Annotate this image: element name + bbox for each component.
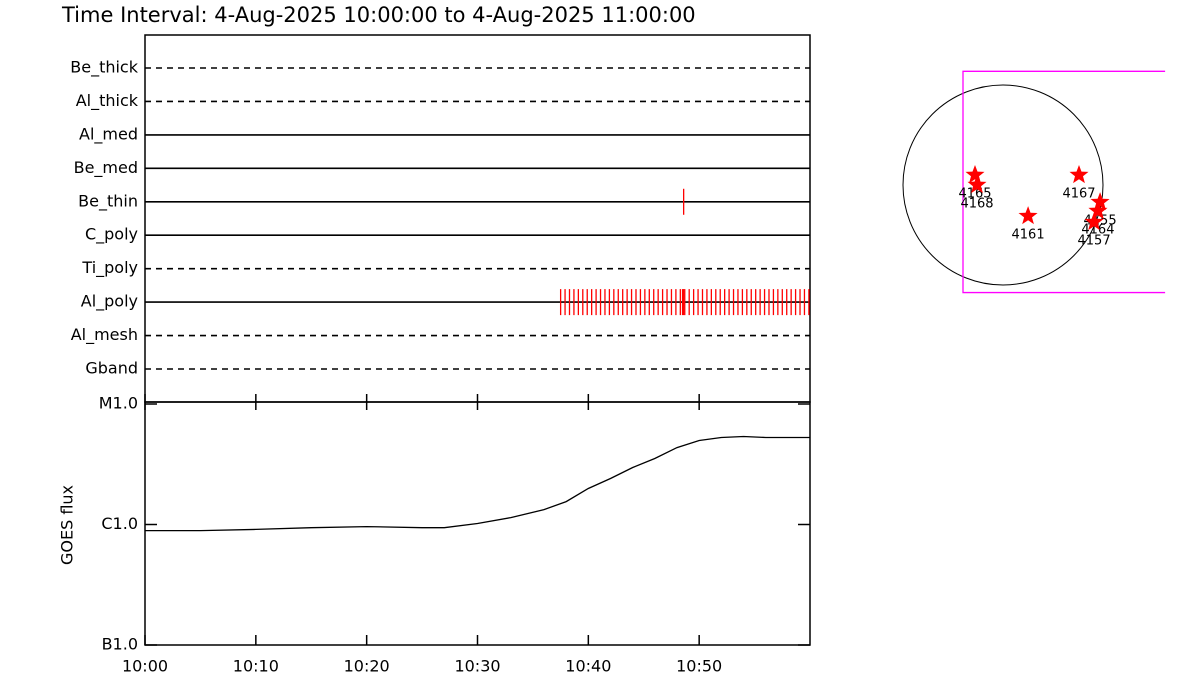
- x-tick-label: 10:40: [565, 657, 611, 676]
- filter-label: Al_mesh: [71, 325, 138, 345]
- x-tick-label: 10:50: [676, 657, 722, 676]
- x-tick-label: 10:00: [122, 657, 168, 676]
- region-label: 4167: [1062, 187, 1095, 202]
- region-label: 4168: [960, 197, 993, 212]
- region-label: 4157: [1078, 234, 1111, 249]
- filter-label: Be_med: [74, 158, 138, 178]
- x-tick-label: 10:10: [233, 657, 279, 676]
- filter-label: C_poly: [85, 225, 138, 245]
- x-tick-label: 10:20: [344, 657, 390, 676]
- filter-label: Gband: [85, 359, 138, 378]
- region-marker: [1069, 165, 1089, 184]
- fov-box: [962, 70, 1166, 294]
- filter-label: Al_thick: [76, 91, 139, 111]
- y-tick-label: M1.0: [99, 394, 138, 413]
- region-marker: [1088, 201, 1108, 220]
- goes-curve: [145, 435, 810, 532]
- filter-label: Be_thick: [70, 58, 138, 78]
- region-marker: [965, 165, 985, 184]
- region-marker: [967, 175, 987, 194]
- filter-label: Al_med: [79, 124, 138, 144]
- filter-label: Al_poly: [81, 292, 138, 312]
- y-tick-label: B1.0: [102, 635, 138, 654]
- chart-title: Time Interval: 4-Aug-2025 10:00:00 to 4-…: [61, 3, 696, 27]
- y-tick-label: C1.0: [101, 514, 138, 533]
- region-label: 4161: [1012, 228, 1045, 243]
- x-tick-label: 10:30: [454, 657, 500, 676]
- filter-label: Be_thin: [78, 191, 138, 211]
- y-axis-label: GOES flux: [58, 485, 77, 565]
- region-label: 4165: [958, 187, 991, 202]
- region-marker: [1084, 212, 1104, 231]
- filter-label: Ti_poly: [81, 258, 138, 278]
- region-marker: [1090, 192, 1110, 211]
- solar-disk: [902, 84, 1104, 286]
- region-marker: [1018, 206, 1038, 225]
